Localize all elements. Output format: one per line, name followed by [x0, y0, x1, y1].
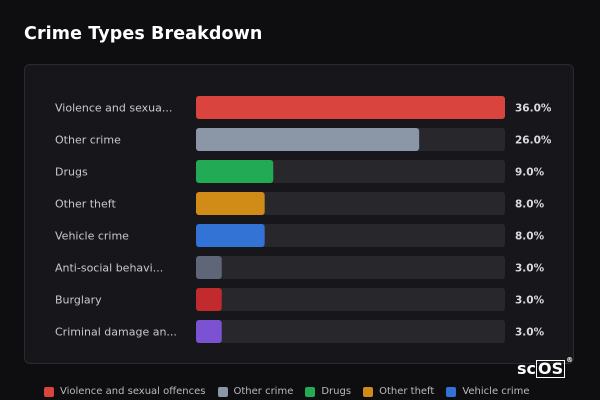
legend-label: Violence and sexual offences [60, 386, 206, 397]
category-label: Drugs [55, 166, 88, 179]
watermark-registered: ® [566, 355, 574, 364]
value-label: 3.0% [515, 263, 545, 275]
value-label: 3.0% [515, 327, 545, 339]
bar [196, 160, 274, 183]
legend-swatch [363, 386, 374, 397]
value-label: 8.0% [515, 199, 545, 211]
bar [196, 96, 505, 119]
bar-chart: Violence and sexua... 36.0% Other crime 26.… [55, 96, 552, 343]
value-label: 8.0% [515, 231, 545, 243]
bar [196, 288, 222, 311]
legend-swatch [446, 386, 457, 397]
value-label: 26.0% [515, 135, 552, 147]
category-label: Anti-social behavi... [55, 262, 163, 275]
bar-track [196, 192, 505, 215]
value-label: 9.0% [515, 167, 545, 179]
category-label: Burglary [55, 294, 102, 307]
bar [196, 224, 265, 247]
watermark-box: OS [536, 358, 566, 378]
category-label: Vehicle crime [55, 230, 129, 243]
legend-item: Violence and sexual offences [44, 386, 206, 397]
chart-legend: Violence and sexual offences Other crime D… [44, 386, 530, 397]
legend-swatch [305, 386, 316, 397]
legend-item: Other theft [363, 386, 434, 397]
legend-swatch [44, 386, 54, 397]
bar [196, 192, 265, 215]
legend-label: Other theft [379, 386, 435, 397]
category-label: Criminal damage an... [55, 326, 177, 339]
chart-title: Crime Types Breakdown [24, 24, 263, 44]
legend-label: Vehicle crime [462, 386, 530, 397]
bar-track [196, 288, 505, 311]
legend-label: Drugs [321, 386, 352, 397]
category-label: Other crime [55, 134, 121, 147]
bar [196, 320, 222, 343]
bar [196, 128, 420, 151]
legend-item: Other crime [217, 386, 294, 397]
bar-track [196, 224, 505, 247]
value-label: 3.0% [515, 295, 545, 307]
brand-watermark: sc OS ® [517, 355, 574, 379]
legend-item: Vehicle crime [446, 386, 530, 397]
bar [196, 256, 222, 279]
bar-track [196, 320, 505, 343]
category-label: Other theft [55, 198, 116, 211]
category-label: Violence and sexua... [55, 102, 172, 115]
watermark-prefix: sc [517, 359, 537, 378]
value-label: 36.0% [515, 103, 552, 115]
legend-label: Other crime [233, 386, 294, 397]
legend-swatch [217, 386, 228, 397]
chart-panel: Violence and sexua... 36.0% Other crime 26.… [24, 64, 574, 364]
bar-track [196, 256, 505, 279]
legend-item: Drugs [305, 386, 351, 397]
